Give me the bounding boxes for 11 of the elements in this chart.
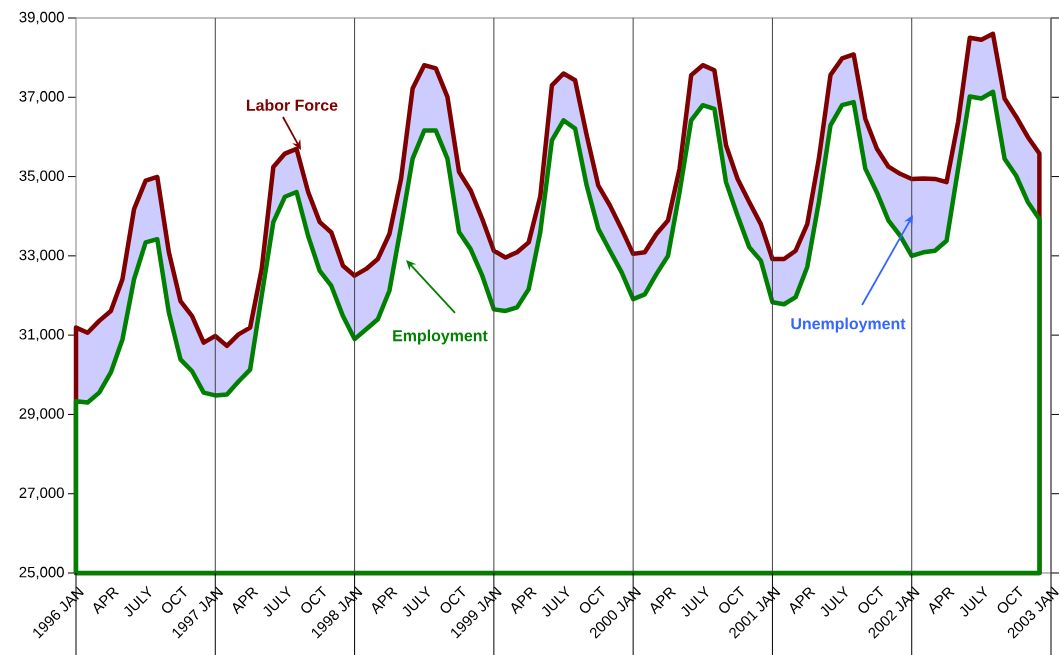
text: Labor Force (246, 99, 338, 111)
y-tick-label: 37,000 (19, 91, 64, 104)
y-tick-label: 33,000 (19, 249, 64, 263)
y-tick-label: 29,000 (19, 408, 64, 421)
y-tick-label: 25,000 (19, 566, 64, 580)
y-tick-label: 35,000 (19, 170, 64, 183)
y-tick-label: 27,000 (19, 487, 64, 500)
y-tick-label: 31,000 (19, 328, 64, 342)
y-tick-label: 39,000 (19, 11, 64, 25)
annotation: Unemployment (791, 317, 906, 333)
series-label: Employment (393, 329, 488, 345)
